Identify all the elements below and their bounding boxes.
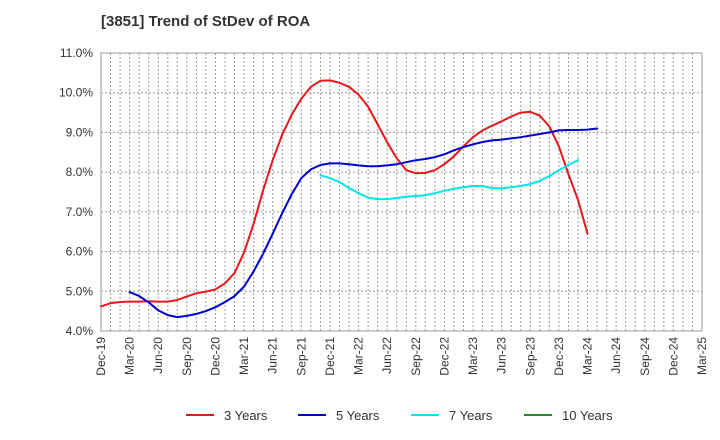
x-tick-label: Mar-22 (352, 337, 366, 375)
y-tick-label: 10.0% (59, 86, 93, 100)
x-tick-label: Sep-24 (638, 337, 652, 376)
x-tick-label: Sep-20 (180, 337, 194, 376)
x-tick-label: Mar-23 (466, 337, 480, 375)
x-tick-label: Dec-20 (208, 337, 222, 376)
x-tick-label: Sep-23 (523, 337, 537, 376)
x-tick-label: Jun-21 (266, 337, 280, 374)
y-tick-label: 11.0% (60, 46, 93, 60)
x-tick-label: Mar-20 (123, 337, 137, 375)
y-tick-label: 5.0% (66, 284, 94, 298)
series-line (100, 79, 589, 308)
chart-title: [3851] Trend of StDev of ROA (101, 13, 311, 30)
x-tick-label: Sep-22 (409, 337, 423, 376)
y-tick-label: 8.0% (66, 165, 94, 179)
x-tick-label: Dec-24 (666, 337, 680, 376)
y-tick-label: 4.0% (66, 324, 94, 338)
y-tick-label: 6.0% (66, 245, 94, 259)
x-tick-label: Jun-22 (380, 337, 394, 374)
x-tick-label: Dec-22 (437, 337, 451, 376)
x-tick-label: Dec-19 (94, 337, 108, 376)
legend-label: 5 Years (336, 408, 380, 423)
y-tick-label: 9.0% (66, 125, 94, 139)
legend-label: 3 Years (224, 408, 268, 423)
legend-label: 10 Years (562, 408, 613, 423)
x-tick-label: Dec-23 (552, 337, 566, 376)
x-tick-label: Jun-24 (609, 337, 623, 374)
series-line (128, 127, 599, 319)
x-tick-label: Mar-24 (581, 337, 595, 375)
legend-label: 7 Years (449, 408, 493, 423)
x-tick-label: Sep-21 (294, 337, 308, 376)
plot-area (100, 52, 703, 332)
x-tick-label: Jun-20 (151, 337, 165, 374)
x-tick-label: Jun-23 (495, 337, 509, 374)
series-line (319, 159, 579, 201)
y-tick-label: 7.0% (66, 205, 94, 219)
x-tick-label: Dec-21 (323, 337, 337, 376)
x-tick-label: Mar-25 (695, 337, 709, 375)
x-tick-label: Mar-21 (237, 337, 251, 375)
